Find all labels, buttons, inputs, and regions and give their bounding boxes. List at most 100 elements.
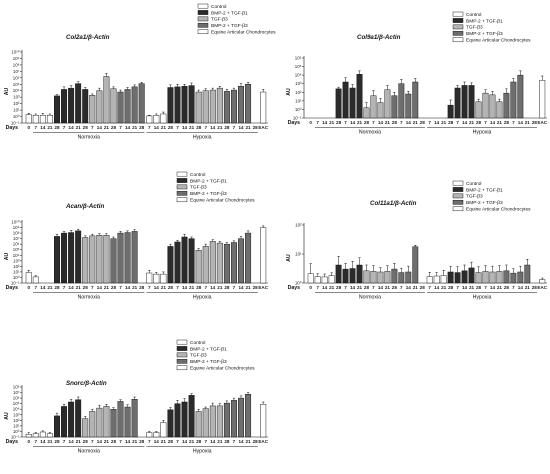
bar <box>124 89 131 124</box>
y-tick-label: 10⁵ <box>295 64 302 69</box>
x-tick-label: 7 <box>428 285 431 290</box>
legend-swatch <box>176 346 188 351</box>
legend-swatch <box>452 18 464 23</box>
bar <box>328 275 335 284</box>
bar <box>496 271 503 284</box>
bar <box>223 91 230 124</box>
x-tick-label: 7 <box>204 285 207 290</box>
bar <box>110 238 117 284</box>
x-tick-label: 7 <box>512 120 515 125</box>
bar <box>260 91 267 124</box>
bar <box>146 115 153 124</box>
panel-title: Col9a1/β-Actin <box>357 34 401 41</box>
x-tick-label: 7 <box>148 285 151 290</box>
x-tick-label: 14 <box>434 285 440 290</box>
bar <box>489 271 496 284</box>
x-tick-label: 28 <box>111 125 117 130</box>
x-tick-label: 14 <box>182 125 188 130</box>
x-tick-label: 21 <box>217 285 223 290</box>
y-tick-label: 10² <box>13 418 20 423</box>
bar <box>103 406 110 438</box>
bar <box>238 238 244 284</box>
x-tick-label: 7 <box>176 125 179 130</box>
y-tick-label: 10⁵ <box>13 247 20 252</box>
x-tick-label: 14 <box>154 285 160 290</box>
bar <box>377 102 384 119</box>
x-tick-label: 21 <box>76 125 82 130</box>
y-tick-label: 10⁵ <box>13 82 20 87</box>
x-tick-label: 14 <box>406 285 412 290</box>
panel-title: Col11a1/β-Actin <box>370 200 417 207</box>
bar <box>426 276 433 284</box>
bar <box>174 403 181 438</box>
bar <box>202 246 209 284</box>
y-tick-label: 10⁶ <box>13 242 20 247</box>
bar <box>117 91 124 124</box>
y-tick-label: 10¹ <box>13 269 20 274</box>
x-tick-label: 14 <box>238 285 244 290</box>
bar <box>82 237 89 284</box>
x-tick-label: 21 <box>217 125 223 130</box>
bar <box>230 400 237 438</box>
legend-label: TGF-β3 <box>466 25 483 31</box>
x-tick-label: 14 <box>462 120 468 125</box>
bar <box>356 74 363 119</box>
x-tick-label: 28 <box>448 285 454 290</box>
x-tick-label: 21 <box>441 120 447 125</box>
bar <box>230 242 237 284</box>
bar <box>349 268 356 284</box>
bar <box>181 85 188 124</box>
x-tick-label: 7 <box>484 285 487 290</box>
legend-swatch <box>452 199 464 205</box>
bar <box>131 86 138 124</box>
x-tick-label: 21 <box>189 125 195 130</box>
x-tick-label: 28 <box>83 125 89 130</box>
y-axis-label: AU <box>286 254 292 262</box>
x-tick-label: 28 <box>476 120 482 125</box>
bar <box>54 95 60 124</box>
y-tick-label: 10² <box>295 90 302 95</box>
y-tick-label: 10⁴ <box>13 88 20 93</box>
x-tick-label: 28 <box>364 285 370 290</box>
legend-swatch <box>452 206 464 212</box>
x-tick-label: 21 <box>76 285 82 290</box>
bar <box>202 408 209 438</box>
x-tick-label: 7 <box>512 285 515 290</box>
x-tick-label: 21 <box>47 285 53 290</box>
x-tick-label: 28 <box>196 439 202 444</box>
x-tick-label: 21 <box>104 125 110 130</box>
bar <box>260 403 267 438</box>
bar <box>167 246 174 284</box>
bar <box>181 401 188 438</box>
x-tick-label: 14 <box>434 120 440 125</box>
x-tick-label: 7 <box>91 439 94 444</box>
bar <box>454 87 461 119</box>
legend-label: TGF-β3 <box>190 353 207 359</box>
x-tick-label: 0 <box>309 285 312 290</box>
bar <box>447 104 454 119</box>
bar <box>138 83 145 124</box>
bar <box>230 89 237 124</box>
x-tick-label: 21 <box>497 285 503 290</box>
bar <box>524 264 531 284</box>
x-tick-label: 14 <box>238 439 244 444</box>
legend-label: Control <box>190 340 205 346</box>
bar <box>216 405 223 438</box>
x-tick-label: 14 <box>490 285 496 290</box>
y-tick-label: 10¹ <box>13 108 20 113</box>
legend-swatch <box>452 37 464 43</box>
legend-swatch <box>197 16 209 22</box>
bar <box>468 267 475 284</box>
x-tick-label: 7 <box>316 120 319 125</box>
x-tick-label: 7 <box>316 285 319 290</box>
legend-label: TGF-β3 <box>466 194 483 200</box>
x-tick-label: 28 <box>83 439 89 444</box>
bar <box>356 264 363 284</box>
x-tick-label: 14 <box>40 439 46 444</box>
legend-label: BMP-2 + TGF-β3 <box>190 359 227 365</box>
x-tick-label: 14 <box>322 120 328 125</box>
x-tick-label: 28 <box>54 125 60 130</box>
y-axis-label: AU <box>4 412 10 420</box>
x-tick-label: 14 <box>210 125 216 130</box>
